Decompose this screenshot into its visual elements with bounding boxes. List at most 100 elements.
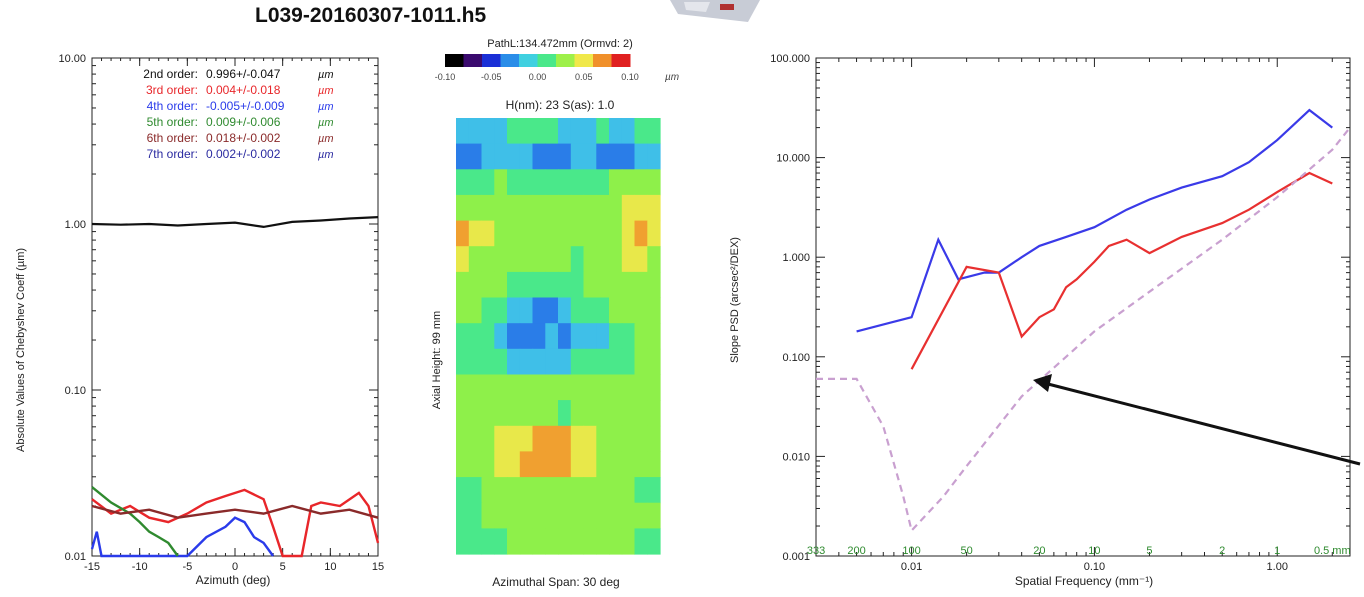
heatmap-cell (468, 425, 483, 452)
colorbar-swatch (556, 54, 575, 67)
axes: 10.00 1.00 0.10 0.01-15 -10 -5 0 5 10 15 (58, 53, 384, 573)
heatmap-cell (545, 323, 559, 350)
heatmap-cell (545, 297, 559, 324)
heatmap-cell (634, 194, 648, 222)
heatmap-stats: H(nm): 23 S(as): 1.0 (506, 98, 615, 112)
heatmap-cell (558, 297, 572, 324)
heatmap-cell (583, 271, 597, 299)
heatmap-cell (558, 528, 572, 555)
heatmap-cell (545, 348, 559, 375)
heatmap-cell (596, 323, 610, 350)
heatmap-cell (634, 118, 648, 145)
heatmap-cell (609, 425, 623, 452)
heatmap-cell (494, 348, 508, 375)
heatmap-cell (583, 528, 597, 555)
x-tick-label: 0.01 (901, 561, 922, 573)
heatmap-cell (468, 348, 483, 375)
top-axis-label: 2 (1219, 545, 1225, 557)
heatmap-cell (507, 528, 521, 555)
heatmap-cell (621, 194, 636, 222)
series-line (856, 108, 1333, 333)
legend-unit: µm (318, 69, 334, 81)
heatmap-cell (545, 400, 559, 427)
heatmap-cell (481, 143, 495, 170)
heatmap-cell (609, 528, 623, 555)
heatmap-cell (507, 118, 521, 145)
heatmap-cell (468, 297, 483, 324)
heatmap-cell (494, 297, 508, 324)
heatmap-y-label: Axial Height: 99 mm (431, 311, 443, 409)
heatmap-cell (468, 502, 483, 529)
heatmap-cell (494, 169, 508, 196)
top-axis-label: 10 (1088, 545, 1100, 557)
colorbar-swatch (611, 54, 631, 67)
heatmap-cell (494, 477, 508, 504)
slope-psd-chart: Slope PSD (arcsec²/DEX) Spatial Frequenc… (729, 53, 1361, 588)
heatmap-cell (634, 528, 648, 555)
heatmap-cell (558, 348, 572, 375)
heatmap-cell (621, 323, 636, 350)
heatmap-cell (456, 400, 470, 427)
legend-value: 0.009+/-0.006 (206, 115, 281, 129)
heatmap-cell (570, 194, 585, 222)
heatmap-cell (532, 323, 546, 350)
heatmap-cell (481, 194, 495, 222)
top-axis-label: 200 (847, 545, 865, 557)
heatmap-cell (621, 477, 636, 504)
heatmap-cell (532, 477, 546, 504)
y-tick-label: 0.01 (65, 551, 86, 563)
heatmap-cell (596, 169, 610, 196)
legend-value: 0.002+/-0.002 (206, 147, 281, 161)
heatmap-cell (519, 271, 534, 299)
heatmap-cell (647, 271, 661, 299)
heatmap-cell (456, 477, 470, 504)
y-tick-label: 1.00 (65, 219, 86, 231)
heatmap-cell (494, 118, 508, 145)
y-tick-label: 100.000 (770, 53, 810, 65)
heatmap-cell (468, 451, 483, 478)
plot-series (90, 216, 380, 558)
heatmap-cell (468, 400, 483, 427)
heatmap-cell (507, 400, 521, 427)
top-axis-labels: 333 200 100 50 20 10 5 2 1 0.5 mm (807, 545, 1351, 557)
heatmap-cell (621, 451, 636, 478)
heatmap-cell (609, 451, 623, 478)
heatmap-cell (481, 323, 495, 350)
heatmap-cell (609, 502, 623, 529)
heatmap-cell (519, 400, 534, 427)
colorbar-swatch (574, 54, 594, 67)
heatmap-cell (507, 348, 521, 375)
heatmap-cell (456, 323, 470, 350)
heatmap-cell (545, 271, 559, 299)
heatmap-cell (570, 220, 585, 247)
colorbar-swatch (500, 54, 520, 67)
heatmap-cell (468, 374, 483, 401)
heatmap-cell (558, 118, 572, 145)
heatmap-cell (481, 271, 495, 299)
heatmap-cell (647, 194, 661, 222)
heatmap-cell (468, 118, 483, 145)
heatmap-cell (507, 502, 521, 529)
heatmap-cell (647, 220, 661, 247)
heatmap-cell (456, 374, 470, 401)
legend: 2nd order: 0.996+/-0.047 µm 3rd order: 0.004… (143, 67, 333, 161)
heatmap-cell (468, 323, 483, 350)
heatmap-cell (647, 451, 661, 478)
heatmap-cell (456, 271, 470, 299)
heatmap-cell (532, 528, 546, 555)
legend-label: 4th order: (147, 99, 198, 113)
top-axis-label: 0.5 mm (1314, 545, 1351, 557)
heatmap-cell (634, 246, 648, 273)
heatmap-cell (468, 528, 483, 555)
heatmap-cell (583, 246, 597, 273)
heatmap-cell (621, 169, 636, 196)
x-tick-label: 15 (372, 561, 384, 573)
heatmap-cell (507, 169, 521, 196)
heatmap-cell (621, 502, 636, 529)
heatmap-cell (532, 348, 546, 375)
heatmap-cell (519, 246, 534, 273)
colorbar-unit: µm (665, 72, 679, 83)
heatmap-cell (519, 297, 534, 324)
heatmap-cell (558, 374, 572, 401)
heatmap-cell (609, 220, 623, 247)
